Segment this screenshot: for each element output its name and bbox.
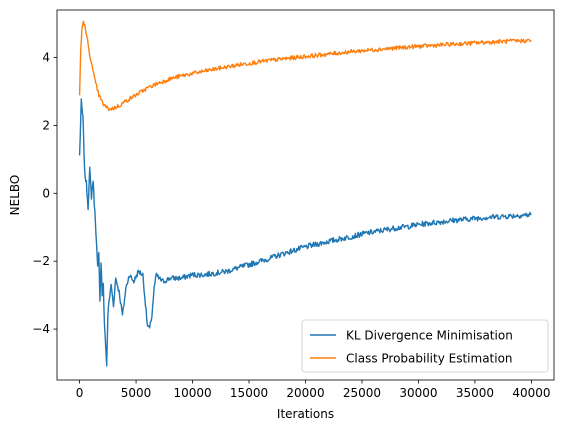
x-tick-label: 20000 [286,386,324,400]
x-tick-label: 25000 [343,386,381,400]
y-tick-label: 0 [42,186,50,200]
y-axis-ticks: −4 −2 0 2 4 [32,51,57,336]
y-tick-label: −4 [32,322,50,336]
x-axis-label: Iterations [277,407,334,421]
x-tick-label: 10000 [173,386,211,400]
legend-label-kl-divergence: KL Divergence Minimisation [346,329,513,343]
x-tick-label: 35000 [456,386,494,400]
y-tick-label: −2 [32,254,50,268]
x-tick-label: 40000 [512,386,550,400]
legend-frame [301,319,549,373]
series-line-0 [78,98,532,367]
x-tick-label: 5000 [121,386,152,400]
y-tick-label: 4 [42,51,50,65]
y-axis-label: NELBO [8,175,22,216]
plot-lines [78,20,532,367]
x-tick-label: 0 [76,386,84,400]
legend: KL Divergence Minimisation Class Probabi… [301,319,549,373]
legend-label-class-probability: Class Probability Estimation [346,352,513,366]
x-tick-label: 30000 [399,386,437,400]
x-tick-label: 15000 [230,386,268,400]
y-tick-label: 2 [42,118,50,132]
x-axis-ticks: 0 5000 10000 15000 20000 25000 30000 35000 40000 [76,380,551,400]
series-line-1 [78,20,532,111]
